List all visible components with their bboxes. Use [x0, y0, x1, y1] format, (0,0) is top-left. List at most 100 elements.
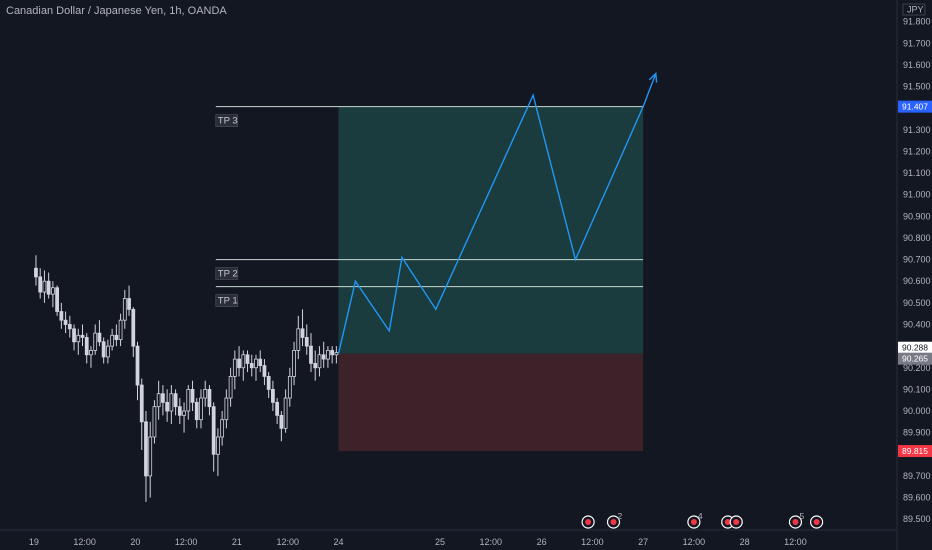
- candle-body: [271, 388, 275, 403]
- stop-price-badge: 89.815: [902, 446, 928, 456]
- candle-body: [122, 298, 127, 321]
- previous-price-badge: 90.265: [902, 354, 928, 364]
- y-tick-label: 91.000: [903, 190, 931, 200]
- y-tick-label: 89.500: [903, 514, 931, 524]
- candle-body: [182, 410, 186, 416]
- x-tick-label: 12:00: [683, 537, 706, 547]
- candle-body: [228, 376, 233, 399]
- event-marker-dot: [733, 519, 740, 525]
- candle-body: [165, 401, 170, 412]
- candle-body: [173, 393, 178, 408]
- candle-body: [296, 328, 301, 351]
- y-tick-label: 90.700: [903, 255, 931, 265]
- x-tick-label: 20: [130, 537, 140, 547]
- projection-path[interactable]: [337, 73, 657, 354]
- y-tick-label: 90.500: [903, 298, 931, 308]
- y-tick-label: 91.700: [903, 38, 931, 48]
- candle-body: [101, 341, 106, 358]
- x-tick-label: 12:00: [784, 537, 807, 547]
- candle-body: [84, 337, 89, 356]
- candle-body: [283, 397, 288, 429]
- candle-body: [321, 354, 326, 360]
- currency-box: [902, 3, 926, 16]
- y-tick-label: 91.600: [903, 60, 931, 70]
- candle-body: [224, 397, 229, 421]
- candle-body: [127, 298, 131, 310]
- y-tick-label: 91.100: [903, 168, 931, 178]
- candle-body: [266, 376, 271, 390]
- candle-body: [72, 328, 76, 343]
- x-tick-label: 12:00: [480, 537, 503, 547]
- candle-body: [169, 393, 174, 412]
- loss-zone[interactable]: [338, 353, 644, 452]
- candle-body: [186, 388, 191, 412]
- candle-body: [279, 414, 284, 429]
- candle-body: [237, 358, 241, 369]
- candle-body: [34, 267, 38, 278]
- tp-label: TP 1: [218, 296, 238, 307]
- candle-body: [106, 345, 110, 358]
- y-tick-label: 89.900: [903, 428, 931, 438]
- y-tick-label: 89.700: [903, 471, 931, 481]
- candle-body: [207, 388, 212, 408]
- price-axis[interactable]: [897, 0, 932, 550]
- candle-body: [156, 393, 161, 408]
- candle-body: [216, 436, 220, 455]
- target-price-badge-bg: [898, 100, 932, 113]
- current-price-badge: 90.288: [902, 343, 928, 353]
- candle-body: [304, 337, 309, 347]
- tp-label-box: [215, 294, 239, 307]
- candle-body: [76, 334, 81, 343]
- x-tick-label: 25: [435, 537, 445, 547]
- tp-label: TP 2: [218, 269, 238, 280]
- candle-body: [135, 345, 140, 386]
- currency-label: JPY: [907, 5, 924, 15]
- candle-body: [114, 334, 119, 341]
- candle-body: [254, 358, 258, 369]
- candle-body: [309, 345, 313, 364]
- candle-body: [232, 358, 237, 377]
- candle-body: [42, 280, 47, 293]
- candle-body: [110, 334, 115, 347]
- candle-body: [313, 363, 318, 369]
- x-tick-label: 28: [740, 537, 750, 547]
- y-tick-label: 89.600: [903, 493, 931, 503]
- x-tick-label: 24: [333, 537, 343, 547]
- candle-body: [199, 397, 203, 421]
- chart-title: Canadian Dollar / Japanese Yen, 1h, OAND…: [6, 5, 227, 17]
- event-marker-dot: [690, 519, 697, 525]
- event-marker-dot: [792, 519, 799, 525]
- candle-body: [131, 308, 136, 347]
- x-tick-label: 19: [29, 537, 39, 547]
- candle-body: [46, 280, 51, 295]
- candle-body: [326, 350, 330, 360]
- candle-body: [275, 401, 280, 416]
- previous-price-badge-bg: [898, 352, 932, 365]
- profit-zone[interactable]: [338, 106, 644, 354]
- y-tick-label: 91.500: [903, 82, 931, 92]
- candle-body: [63, 319, 68, 325]
- candle-body: [80, 334, 85, 338]
- y-tick-label: 90.800: [903, 233, 931, 243]
- candle-body: [203, 388, 208, 399]
- candle-body: [93, 332, 98, 351]
- candle-body: [144, 421, 148, 477]
- projection-arrowhead: [648, 72, 658, 83]
- candle-body: [292, 350, 296, 377]
- y-tick-label: 91.300: [903, 125, 931, 135]
- event-marker-dot: [813, 519, 820, 525]
- candle-body: [262, 365, 267, 377]
- event-marker-count: 4: [698, 511, 703, 521]
- candle-body: [177, 406, 182, 416]
- stop-price-badge-bg: [898, 445, 932, 458]
- x-tick-label: 27: [638, 537, 648, 547]
- candle-body: [139, 384, 144, 423]
- y-tick-label: 90.400: [903, 319, 931, 329]
- candle-body: [330, 350, 335, 356]
- candle-body: [152, 406, 157, 438]
- tp-label-box: [215, 267, 239, 280]
- candle-body: [249, 363, 254, 369]
- y-tick-label: 90.600: [903, 276, 931, 286]
- current-price-badge-bg: [898, 341, 932, 354]
